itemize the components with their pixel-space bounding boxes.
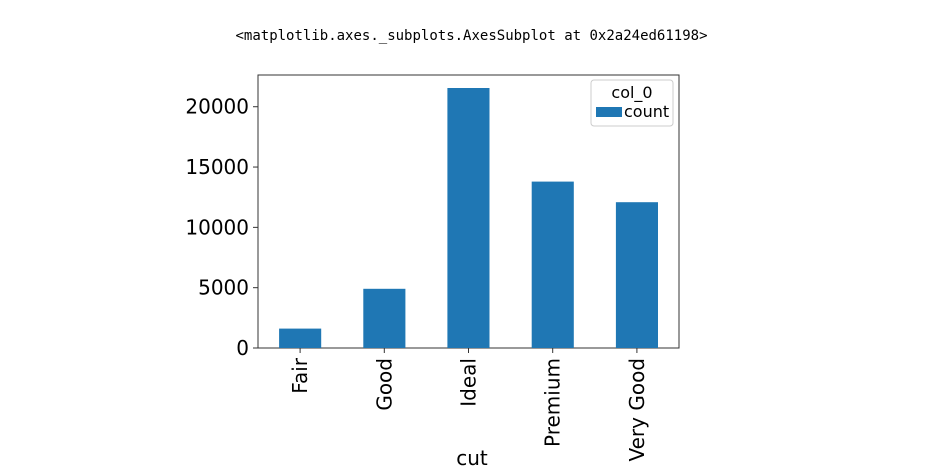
x-tick-label: Fair bbox=[288, 357, 312, 393]
y-tick-label: 15000 bbox=[185, 155, 249, 179]
bar-premium bbox=[531, 181, 574, 348]
x-tick-label: Very Good bbox=[625, 358, 649, 462]
legend-title: col_0 bbox=[611, 83, 652, 103]
legend-entry-count: count bbox=[624, 102, 669, 121]
y-tick-label: 5000 bbox=[198, 276, 249, 300]
x-tick-label: Premium bbox=[541, 358, 565, 447]
cell-output-repr: <matplotlib.axes._subplots.AxesSubplot a… bbox=[235, 28, 708, 44]
x-axis-ticks: Fair Good Ideal Premium Very Good bbox=[288, 348, 649, 462]
bar-fair bbox=[279, 328, 322, 348]
x-tick-label: Ideal bbox=[457, 358, 481, 407]
x-axis-label: cut bbox=[456, 446, 488, 470]
legend-swatch-count bbox=[596, 107, 622, 117]
bar-ideal bbox=[447, 88, 490, 348]
bar-good bbox=[363, 288, 406, 348]
bar-very-good bbox=[615, 202, 658, 348]
legend: col_0 count bbox=[590, 79, 674, 127]
x-tick-label: Good bbox=[372, 358, 396, 411]
y-axis-ticks: 0 5000 10000 15000 20000 bbox=[185, 95, 258, 360]
y-tick-label: 0 bbox=[236, 336, 249, 360]
bars-group bbox=[279, 88, 658, 348]
y-tick-label: 20000 bbox=[185, 95, 249, 119]
y-tick-label: 10000 bbox=[185, 215, 249, 239]
